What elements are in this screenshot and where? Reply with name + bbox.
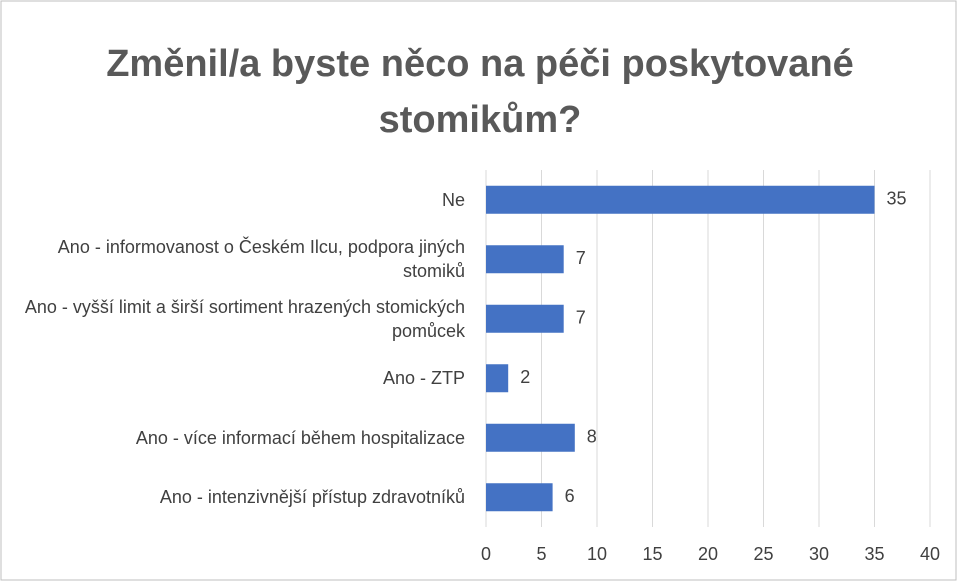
value-label: 2 [520,367,530,387]
y-tick-label: Ano - více informací během hospitalizace [135,427,465,448]
x-tick-label: 0 [481,544,491,564]
y-tick-label: Ano - ZTP [382,368,465,389]
x-tick-label: 20 [698,544,718,564]
bar [486,304,564,333]
y-tick-label: Ne [441,189,465,210]
value-label: 8 [587,427,597,447]
bar [486,185,875,214]
y-tick-label: Ano - informovanost o Českém Ilcu, podpo… [57,237,465,282]
x-tick-label: 40 [920,544,940,564]
y-tick-label: Ano - intenzivnější přístup zdravotníků [159,487,465,508]
x-tick-label: 30 [809,544,829,564]
y-tick-label: Ano - vyšší limit a širší sortiment hraz… [24,296,465,341]
bar [486,423,575,452]
bar [486,364,509,393]
value-label: 35 [887,189,907,209]
chart-title: Změnil/a byste něco na péči poskytované … [106,43,854,141]
value-label: 6 [565,486,575,506]
value-label: 7 [576,248,586,268]
bar [486,483,553,512]
x-tick-label: 5 [536,544,546,564]
x-tick-label: 35 [864,544,884,564]
bar [486,245,564,274]
x-tick-label: 25 [753,544,773,564]
x-tick-label: 10 [587,544,607,564]
value-label: 7 [576,308,586,328]
x-tick-label: 15 [642,544,662,564]
